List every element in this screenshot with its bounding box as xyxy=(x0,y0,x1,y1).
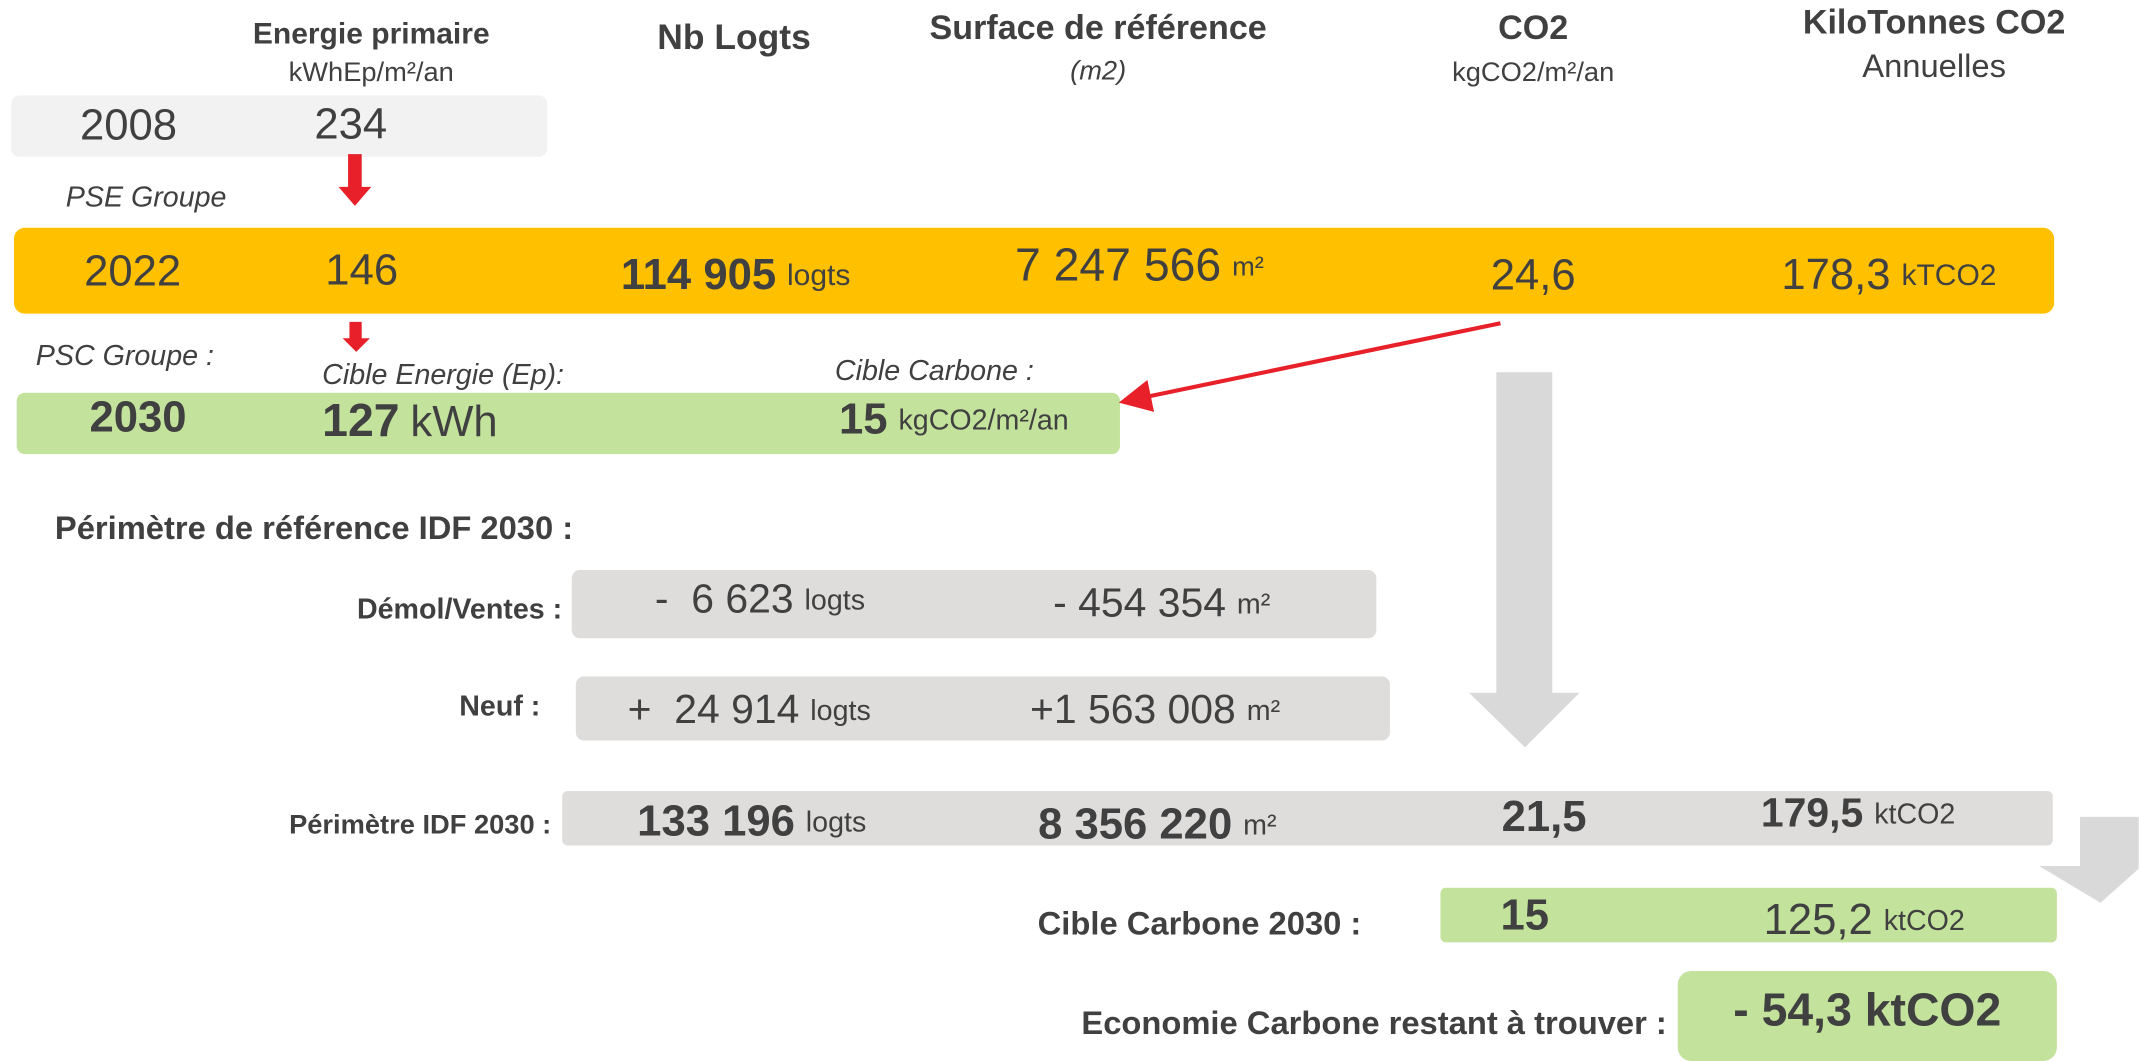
kt-value: 178,3 xyxy=(1781,249,1890,298)
header-energie: Energie primaire xyxy=(253,17,490,50)
header-kilotonnes-unit: Annuelles xyxy=(1862,47,2006,84)
neuf-surface-unit: m² xyxy=(1247,694,1280,726)
surface-value: 7 247 566 xyxy=(1015,239,1221,291)
energie-2022: 146 xyxy=(325,245,398,294)
row-2022-box xyxy=(13,227,2055,314)
carbone-value: 15 xyxy=(839,394,888,443)
header-logts: Nb Logts xyxy=(657,17,811,57)
logts-value: 114 905 xyxy=(621,249,776,298)
idf-kt: 179,5 ktCO2 xyxy=(1761,789,1955,835)
idf-surface-unit: m² xyxy=(1243,809,1276,841)
cible2030-co2: 15 xyxy=(1500,890,1549,939)
idf-logts-value: 133 196 xyxy=(637,796,795,845)
idf-surface: 8 356 220 m² xyxy=(1038,799,1276,848)
red-connector xyxy=(1118,321,1501,412)
carbone-unit: kgCO2/m²/an xyxy=(898,404,1068,436)
year-2030: 2030 xyxy=(90,393,187,442)
header-energie-unit: kWhEp/m²/an xyxy=(289,56,454,87)
header-surface: Surface de référence xyxy=(930,9,1267,47)
cible2030-kt-unit: ktCO2 xyxy=(1884,904,1965,936)
neuf-logts-value: + 24 914 xyxy=(628,686,800,732)
red-arrow xyxy=(342,321,370,352)
cible2030-box xyxy=(1440,887,2057,943)
idf-logts: 133 196 logts xyxy=(637,796,866,845)
grey-arrow xyxy=(2039,816,2139,903)
neuf-logts: + 24 914 logts xyxy=(628,686,871,732)
energie-2030: 127 kWh xyxy=(322,394,498,446)
cible2030-kt: 125,2 ktCO2 xyxy=(1764,894,1965,943)
economie-label: Economie Carbone restant à trouver : xyxy=(1081,1004,1666,1041)
grey-arrow xyxy=(1469,372,1580,748)
idf-kt-value: 179,5 xyxy=(1761,789,1863,835)
idf-label: Périmètre IDF 2030 : xyxy=(289,809,551,840)
year-2022: 2022 xyxy=(84,247,181,296)
economie-box xyxy=(1677,970,2057,1061)
neuf-surface-value: +1 563 008 xyxy=(1030,686,1236,732)
row-2008-box xyxy=(11,95,548,157)
demol-logts: - 6 623 logts xyxy=(655,575,865,621)
demol-box xyxy=(571,570,1377,639)
demol-surface: - 454 354 m² xyxy=(1053,579,1270,625)
idf-logts-unit: logts xyxy=(806,806,866,838)
kt-2022: 178,3 kTCO2 xyxy=(1781,249,1996,298)
idf-surface-value: 8 356 220 xyxy=(1038,799,1232,848)
demol-label: Démol/Ventes : xyxy=(357,594,562,626)
neuf-surface: +1 563 008 m² xyxy=(1030,686,1280,732)
header-surface-unit: (m2) xyxy=(1070,54,1126,85)
row-2030-box xyxy=(16,392,1120,455)
cible-carbone-label: Cible Carbone : xyxy=(835,355,1034,387)
cible-energie-label: Cible Energie (Ep): xyxy=(322,359,564,391)
energie-unit: kWh xyxy=(410,397,497,446)
pse-label: PSE Groupe xyxy=(66,182,227,214)
co2-2022: 24,6 xyxy=(1491,251,1576,300)
header-co2-unit: kgCO2/m²/an xyxy=(1452,56,1614,87)
header-kilotonnes: KiloTonnes CO2 xyxy=(1803,4,2066,42)
cible2030-label: Cible Carbone 2030 : xyxy=(1038,905,1362,942)
idf-box xyxy=(562,790,2053,846)
neuf-box xyxy=(575,676,1390,741)
neuf-label: Neuf : xyxy=(459,690,540,722)
neuf-logts-unit: logts xyxy=(810,694,870,726)
kt-unit: kTCO2 xyxy=(1901,259,1996,292)
logts-2022: 114 905 logts xyxy=(621,249,851,298)
surface-2022: 7 247 566 m² xyxy=(1015,239,1264,291)
idf-co2: 21,5 xyxy=(1502,792,1587,841)
perimetre-title: Périmètre de référence IDF 2030 : xyxy=(55,509,573,546)
psc-label: PSC Groupe : xyxy=(36,340,214,372)
demol-logts-unit: logts xyxy=(805,584,865,616)
red-arrow xyxy=(338,154,372,206)
energie-value: 127 xyxy=(322,394,399,446)
demol-surface-unit: m² xyxy=(1237,588,1270,620)
economie-value: - 54,3 ktCO2 xyxy=(1733,984,2001,1036)
energie-2008: 234 xyxy=(314,99,387,148)
demol-logts-value: - 6 623 xyxy=(655,575,794,621)
carbone-2030: 15 kgCO2/m²/an xyxy=(839,394,1069,443)
idf-kt-unit: ktCO2 xyxy=(1874,798,1955,830)
surface-unit: m² xyxy=(1232,251,1264,282)
logts-unit: logts xyxy=(787,259,850,292)
cible2030-kt-value: 125,2 xyxy=(1764,894,1873,943)
header-co2: CO2 xyxy=(1498,9,1568,47)
year-2008: 2008 xyxy=(80,101,177,150)
demol-surface-value: - 454 354 xyxy=(1053,579,1226,625)
